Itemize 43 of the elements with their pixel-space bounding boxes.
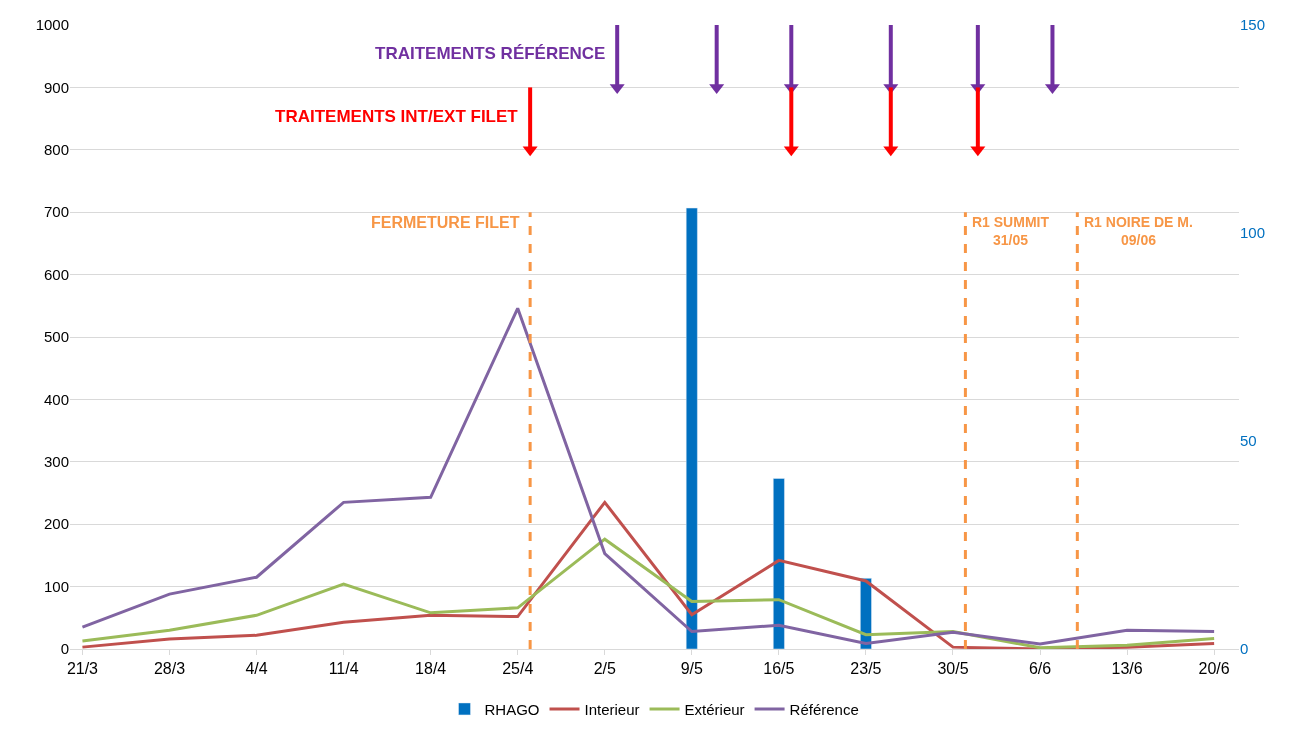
series-label: TRAITEMENTS INT/EXT FILET	[275, 107, 519, 126]
y-tick-label: 1000	[35, 16, 69, 34]
y-tick-label: 100	[43, 577, 69, 595]
y2-tick-label: 0	[1240, 640, 1249, 658]
y-tick-label: 900	[43, 78, 69, 96]
y-tick-label: 600	[43, 265, 69, 283]
bar	[773, 478, 785, 649]
legend-label: RHAGO	[484, 700, 540, 718]
x-tick-label: 21/3	[66, 660, 99, 678]
x-tick-label: 30/5	[937, 660, 969, 678]
x-tick-label: 4/4	[245, 660, 268, 678]
y2-tick-label: 150	[1240, 16, 1266, 34]
line-series	[80, 537, 1216, 649]
x-tick-label: 16/5	[763, 660, 795, 678]
x-tick-label: 20/6	[1198, 660, 1230, 678]
x-tick-label: 28/3	[153, 660, 186, 678]
legend-label: Référence	[789, 700, 859, 718]
y2-tick-label: 50	[1240, 432, 1257, 450]
y-tick-label: 200	[43, 515, 69, 533]
x-tick-label: 25/4	[502, 660, 534, 678]
y-tick-label: 500	[43, 328, 69, 346]
line-series	[80, 500, 1216, 649]
x-tick-label: 6/6	[1028, 660, 1052, 678]
y-tick-label: 800	[43, 141, 69, 159]
bar	[685, 207, 698, 649]
y-tick-label: 0	[60, 640, 69, 658]
x-tick-label: 2/5	[593, 660, 616, 678]
ref-line-label: R1 NOIRE DE M. 09/06	[1084, 214, 1193, 249]
x-tick-label: 9/5	[680, 660, 704, 678]
x-tick-label: 13/6	[1111, 660, 1143, 678]
y-tick-label: 300	[43, 453, 69, 471]
ref-line-label: FERMETURE FILET	[371, 214, 520, 231]
legend-label: Extérieur	[684, 700, 745, 718]
line-series	[80, 306, 1216, 646]
y-tick-label: 700	[43, 203, 69, 221]
ref-line-label: R1 SUMMIT 31/05	[972, 214, 1050, 249]
y-tick-label: 400	[43, 390, 69, 408]
x-tick-label: 18/4	[415, 660, 447, 678]
y2-tick-label: 100	[1240, 224, 1266, 242]
x-tick-label: 23/5	[850, 660, 882, 678]
legend-label: Interieur	[584, 700, 640, 718]
series-label: TRAITEMENTS RÉFÉRENCE	[375, 44, 606, 63]
x-tick-label: 11/4	[328, 660, 359, 678]
